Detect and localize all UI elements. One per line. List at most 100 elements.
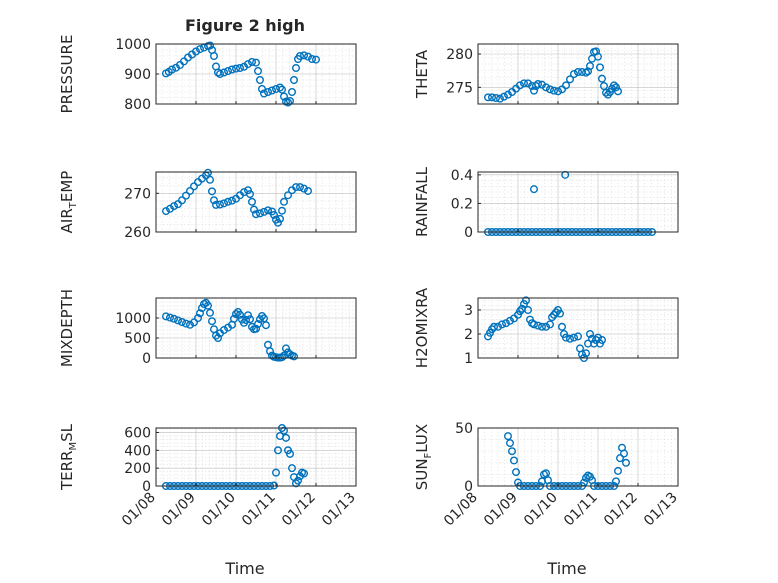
data-point-11	[203, 168, 212, 177]
data-point-8	[516, 81, 525, 90]
x-tick-label: 01/13	[319, 490, 359, 530]
x-tick-label: 01/09	[159, 490, 199, 530]
data-point-6	[185, 320, 194, 329]
data-point-22	[566, 75, 575, 84]
data-point-33	[282, 433, 291, 442]
data-point-24	[574, 67, 583, 76]
y-axis-label: AIRTEMP	[58, 171, 79, 234]
chart-title: Figure 2 high	[185, 16, 305, 35]
data-point-39	[262, 321, 271, 330]
data-point-37	[280, 197, 289, 206]
data-point-14	[209, 196, 218, 205]
data-point-48	[312, 55, 321, 64]
data-point-26	[556, 309, 565, 318]
data-point-31	[570, 333, 579, 342]
y-tick-label: 800	[124, 97, 151, 113]
data-point-28	[586, 62, 595, 71]
data-point-27	[253, 66, 262, 75]
data-point-0	[161, 312, 170, 321]
y-tick-label: 0	[464, 225, 473, 241]
y-tick-label: 600	[124, 425, 151, 441]
data-point-36	[602, 88, 611, 97]
data-point-7	[189, 182, 198, 191]
axes-frame	[477, 297, 679, 359]
data-point-35	[278, 85, 287, 94]
data-point-36	[612, 477, 621, 486]
data-point-12	[205, 41, 214, 50]
data-point-36	[280, 92, 289, 101]
data-point-6	[185, 186, 194, 195]
data-point-22	[235, 63, 244, 72]
data-point-25	[247, 58, 256, 67]
data-point-3	[490, 322, 499, 331]
data-point-20	[558, 85, 567, 94]
data-markers	[161, 168, 313, 227]
data-markers	[484, 47, 623, 103]
data-point-17	[530, 320, 539, 329]
minor-grid	[156, 428, 356, 486]
data-point-49	[282, 344, 291, 353]
data-point-4	[500, 92, 509, 101]
data-point-31	[264, 87, 273, 96]
minor-grid	[478, 172, 678, 232]
data-point-14	[542, 469, 551, 478]
data-point-25	[247, 197, 256, 206]
data-point-34	[251, 324, 260, 333]
data-point-9	[195, 45, 204, 54]
x-tick-label: 01/13	[641, 490, 681, 530]
data-point-28	[256, 75, 265, 84]
axes-frame	[477, 171, 679, 233]
major-grid	[517, 428, 639, 486]
data-point-29	[274, 446, 283, 455]
data-point-14	[205, 308, 214, 317]
data-point-3	[510, 456, 519, 465]
data-point-53	[290, 352, 299, 361]
data-point-2	[492, 93, 501, 102]
minor-grid	[478, 298, 678, 358]
data-point-2	[167, 65, 176, 74]
major-grid	[156, 428, 356, 486]
data-point-34	[598, 74, 607, 83]
data-point-2	[169, 202, 178, 211]
data-point-13	[207, 187, 216, 196]
data-point-38	[616, 454, 625, 463]
x-tick-label: 01/12	[279, 490, 319, 530]
data-point-41	[290, 75, 299, 84]
data-point-42	[614, 87, 623, 96]
data-point-21	[562, 81, 571, 90]
subplot-air-temp: 260 270 AIRTEMP	[58, 168, 357, 241]
data-point-13	[203, 301, 212, 310]
x-tick-label: 01/11	[561, 490, 601, 530]
data-point-37	[614, 466, 623, 475]
data-point-14	[524, 306, 533, 315]
data-point-39	[294, 476, 303, 485]
data-point-34	[276, 83, 285, 92]
data-point-8	[193, 314, 202, 323]
subplot-terr-msl: 0 200 400 600 01/08 01/09 01/10 01/11 01/12 01/13…	[58, 423, 359, 578]
subplot-mixdepth: 0 500 1000 MIXDEPTH	[58, 289, 357, 367]
data-point-32	[268, 86, 277, 95]
data-point-38	[284, 98, 293, 107]
y-axis-label: PRESSURE	[58, 35, 76, 114]
data-point-5	[498, 320, 507, 329]
y-axis-label: TERRMSL	[58, 423, 79, 491]
data-point-33	[596, 63, 605, 72]
data-point-32	[270, 210, 279, 219]
x-axis-label: Time	[546, 559, 586, 578]
data-point-38	[284, 191, 293, 200]
data-point-38	[586, 330, 595, 339]
y-tick-label: 280	[446, 47, 473, 63]
y-tick-label: 0.2	[451, 196, 473, 212]
data-point-32	[574, 332, 583, 341]
y-tick-label: 400	[124, 443, 151, 459]
y-tick-label: 200	[124, 461, 151, 477]
data-point-20	[219, 326, 228, 335]
data-point-32	[280, 426, 289, 435]
data-point-18	[534, 321, 543, 330]
data-point-18	[219, 68, 228, 77]
data-point-5	[181, 319, 190, 328]
major-grid	[478, 44, 678, 104]
x-tick-label: 01/08	[441, 490, 481, 530]
axes-frame	[477, 43, 679, 105]
data-point-36	[288, 464, 297, 473]
